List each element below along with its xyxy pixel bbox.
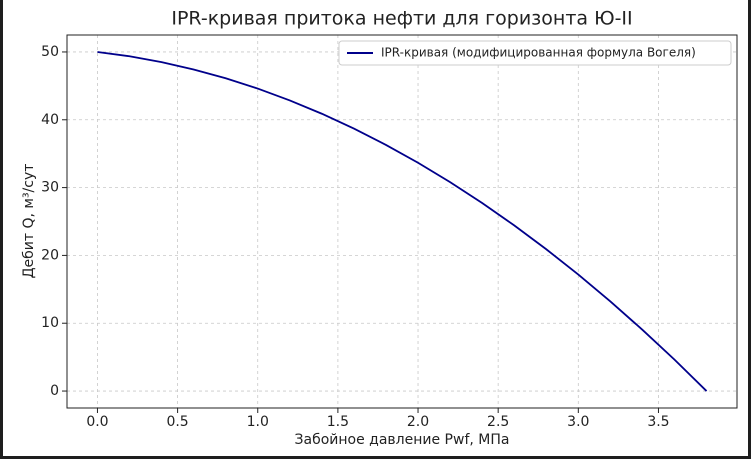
- chart-title: IPR-кривая притока нефти для горизонта Ю…: [171, 8, 632, 30]
- x-tick-label: 0.5: [166, 414, 188, 430]
- plot-frame: [66, 34, 738, 409]
- x-tick-label: 2.0: [407, 414, 429, 430]
- y-axis-label: Дебит Q, м³/сут: [21, 164, 37, 279]
- x-axis-label: Забойное давление Pwf, МПа: [295, 432, 510, 448]
- x-tick-label: 0.0: [86, 414, 108, 430]
- legend: IPR-кривая (модифицированная формула Вог…: [338, 40, 732, 66]
- x-tick-label: 3.0: [567, 414, 589, 430]
- y-tick-label: 50: [41, 44, 59, 60]
- data-line: [97, 51, 708, 392]
- x-tick-label: 2.5: [487, 414, 509, 430]
- x-tick-label: 1.0: [247, 414, 269, 430]
- y-tick-label: 40: [41, 112, 59, 128]
- y-tick-label: 0: [50, 383, 59, 399]
- legend-box: [338, 40, 732, 66]
- y-tick-label: 20: [41, 247, 59, 263]
- legend-label: IPR-кривая (модифицированная формула Вог…: [381, 46, 696, 60]
- x-tick-label: 3.5: [647, 414, 669, 430]
- figure-background: [3, 0, 748, 456]
- x-tick-label: 1.5: [327, 414, 349, 430]
- y-tick-label: 30: [41, 180, 59, 196]
- y-tick-label: 10: [41, 315, 59, 331]
